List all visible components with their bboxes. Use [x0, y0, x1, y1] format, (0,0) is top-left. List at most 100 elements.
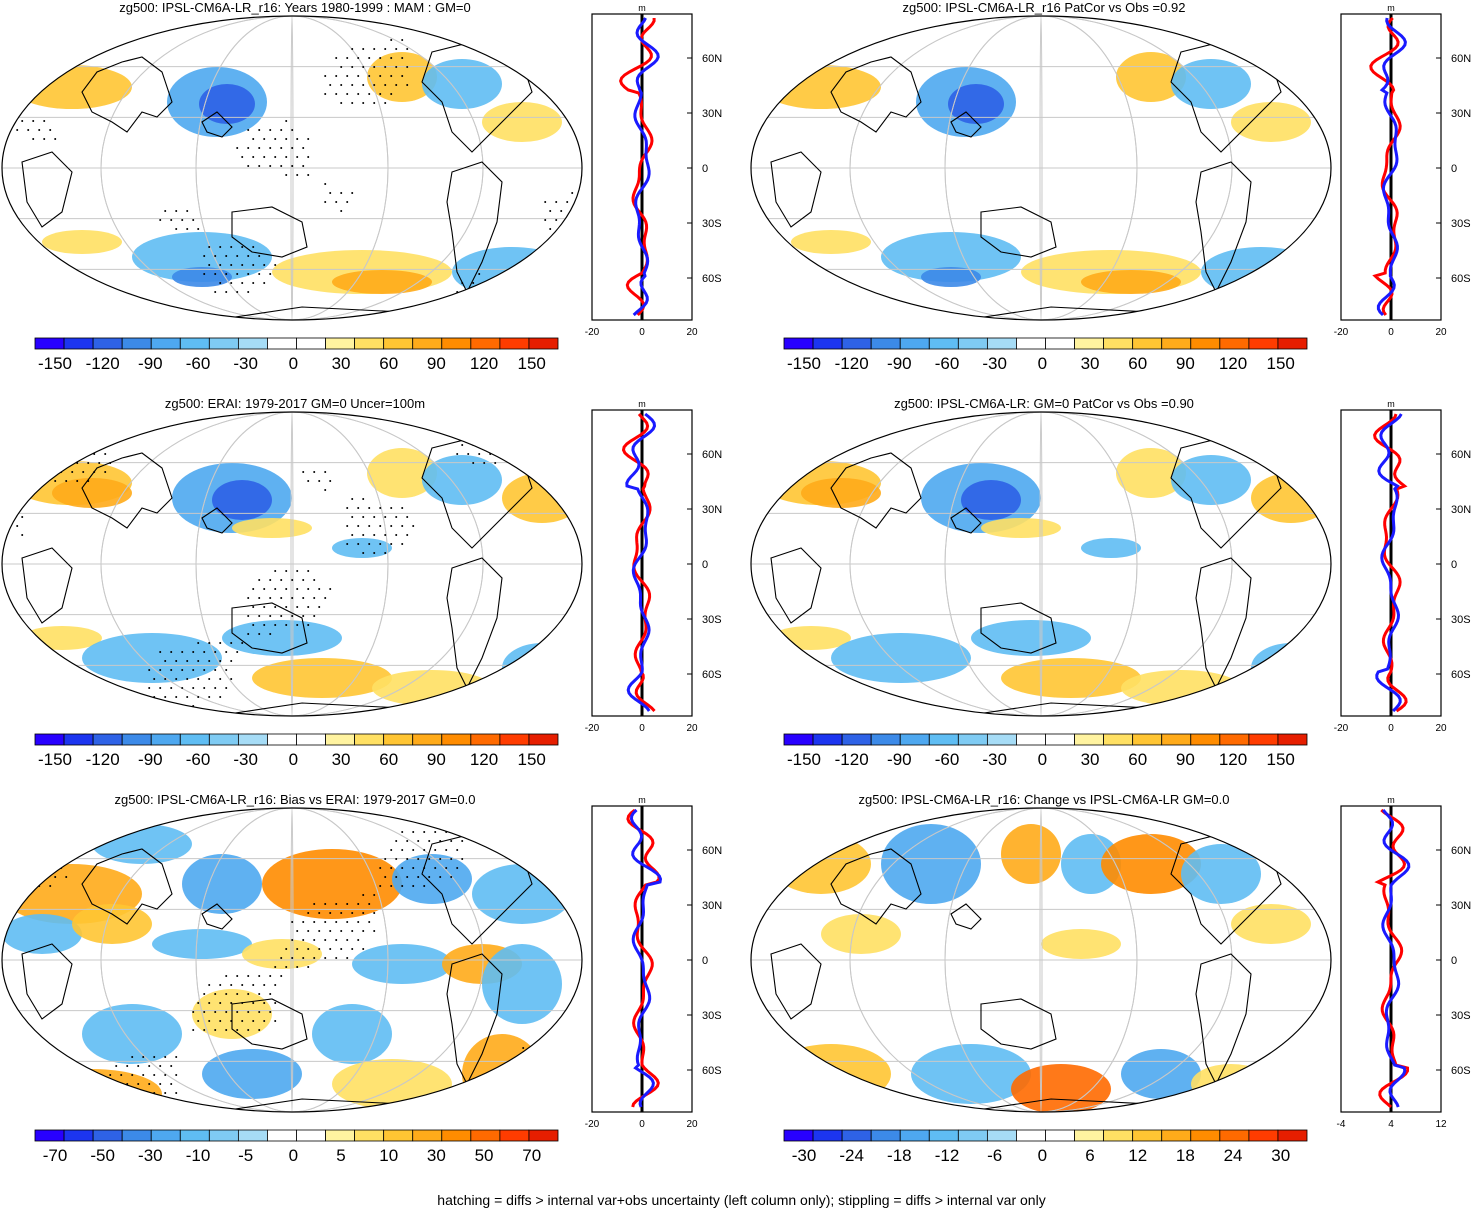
stipple-dot	[461, 444, 464, 446]
longitude-gridline	[100, 16, 484, 320]
stipple-dot	[98, 444, 101, 446]
anomaly-region	[961, 480, 1021, 520]
anomaly-region	[1201, 247, 1321, 297]
colorbar-swatch	[1132, 733, 1163, 746]
stipple-dot	[21, 534, 24, 536]
colorbar-label: -12	[935, 1146, 960, 1165]
stipple-dot	[351, 516, 354, 518]
colorbar-swatch	[412, 733, 443, 746]
stipple-dot	[181, 651, 184, 653]
stipple-dot	[527, 1056, 530, 1058]
colorbar-label: 12	[1128, 1146, 1147, 1165]
stipple-dot	[247, 147, 250, 149]
stipple-dot	[329, 588, 332, 590]
stipple-dot	[544, 201, 547, 203]
stipple-dot	[362, 516, 365, 518]
stipple-dot	[21, 516, 24, 518]
colorbar-swatch	[957, 733, 988, 746]
stipple-dot	[274, 138, 277, 140]
stipple-dot	[516, 318, 519, 320]
stipple-dot	[258, 273, 261, 275]
stipple-dot	[324, 597, 327, 599]
longitude-gridline	[849, 808, 1233, 1112]
colorbar-swatch	[267, 337, 297, 350]
stipple-dot	[269, 147, 272, 149]
stipple-dot	[351, 948, 354, 950]
stipple-dot	[307, 588, 310, 590]
stipple-dot	[236, 1029, 239, 1031]
panel-title: zg500: IPSL-CM6A-LR_r16 PatCor vs Obs =0…	[902, 0, 1186, 15]
colorbar-swatch	[179, 337, 210, 350]
stipple-dot	[302, 957, 305, 959]
stipple-dot	[549, 678, 552, 680]
stipple-dot	[373, 84, 376, 86]
zonal-profile: m -20 0 20 60N 30N 0 30S 60S	[1334, 399, 1471, 734]
stipple-dot	[241, 246, 244, 248]
stipple-dot	[318, 480, 321, 482]
stipple-dot	[423, 867, 426, 869]
colorbar-swatch	[812, 1129, 843, 1142]
stipple-dot	[527, 318, 530, 320]
colorbar: -70 -50 -30 -10 -5 0 5 10 30 50 70	[34, 1129, 559, 1165]
stipple-dot	[555, 237, 558, 239]
stipple-dot	[346, 921, 349, 923]
stipple-dot	[252, 156, 255, 158]
stipple-dot	[274, 570, 277, 572]
stipple-dot	[82, 453, 85, 455]
stipple-dot	[538, 1074, 541, 1076]
stipple-dot	[225, 1011, 228, 1013]
stipple-dot	[258, 579, 261, 581]
stipple-dot	[263, 156, 266, 158]
stipple-dot	[21, 120, 24, 122]
stipple-dot	[302, 147, 305, 149]
stipple-dot	[313, 579, 316, 581]
colorbar-swatch	[1074, 1129, 1105, 1142]
anomaly-region	[1081, 538, 1141, 558]
stipple-dot	[263, 264, 266, 266]
stipple-dot	[555, 1065, 558, 1067]
stipple-dot	[500, 309, 503, 311]
anomaly-region	[152, 929, 252, 959]
profile-lat-label: 30N	[1451, 108, 1471, 120]
stipple-dot	[214, 1011, 217, 1013]
colorbar-swatch	[1161, 733, 1192, 746]
stipple-dot	[252, 1020, 255, 1022]
stipple-dot	[230, 1020, 233, 1022]
stipple-dot	[566, 651, 569, 653]
stipple-dot	[340, 102, 343, 104]
colorbar-label: 0	[289, 354, 298, 373]
stipple-dot	[159, 1101, 162, 1103]
stipple-dot	[142, 714, 145, 716]
coastline	[980, 998, 1057, 1050]
stipple-dot	[54, 858, 57, 860]
stipple-dot	[296, 624, 299, 626]
stipple-dot	[225, 993, 228, 995]
stipple-dot	[555, 219, 558, 221]
stipple-dot	[368, 903, 371, 905]
stipple-dot	[324, 957, 327, 959]
stipple-dot	[423, 849, 426, 851]
stipple-dot	[406, 840, 409, 842]
stipple-dot	[351, 66, 354, 68]
stipple-dot	[318, 948, 321, 950]
stipple-dot	[291, 939, 294, 941]
colorbar-label: -90	[138, 354, 163, 373]
stipple-dot	[533, 1065, 536, 1067]
stipple-dot	[241, 282, 244, 284]
profile-x-tick-label: -20	[585, 1119, 600, 1130]
stipple-dot	[285, 588, 288, 590]
colorbar-label: 60	[379, 354, 398, 373]
stipple-dot	[379, 75, 382, 77]
stipple-dot	[379, 507, 382, 509]
stipple-dot	[467, 291, 470, 293]
stipple-dot	[159, 705, 162, 707]
colorbar-label: -30	[982, 354, 1007, 373]
stipple-dot	[577, 669, 580, 671]
stipple-dot	[582, 1074, 584, 1076]
stipple-dot	[329, 948, 332, 950]
stipple-dot	[346, 903, 349, 905]
stipple-dot	[571, 1092, 574, 1094]
stipple-dot	[351, 192, 354, 194]
stipple-dot	[582, 1038, 584, 1040]
anomaly-region	[791, 230, 871, 254]
